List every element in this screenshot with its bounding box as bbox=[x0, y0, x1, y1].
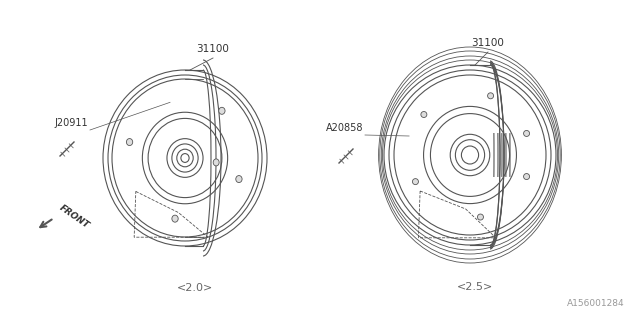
Ellipse shape bbox=[524, 173, 529, 180]
Ellipse shape bbox=[213, 159, 219, 166]
Text: A156001284: A156001284 bbox=[568, 299, 625, 308]
Ellipse shape bbox=[412, 179, 419, 185]
Ellipse shape bbox=[421, 111, 427, 117]
Text: FRONT: FRONT bbox=[58, 204, 92, 230]
Ellipse shape bbox=[219, 107, 225, 114]
Ellipse shape bbox=[477, 214, 483, 220]
Text: 31100: 31100 bbox=[472, 38, 504, 48]
Text: 31100: 31100 bbox=[196, 44, 229, 54]
Ellipse shape bbox=[127, 139, 132, 146]
Text: J20911: J20911 bbox=[54, 118, 88, 128]
Text: <2.5>: <2.5> bbox=[457, 282, 493, 292]
Text: A20858: A20858 bbox=[326, 123, 363, 133]
Text: <2.0>: <2.0> bbox=[177, 283, 213, 293]
Ellipse shape bbox=[172, 215, 178, 222]
Ellipse shape bbox=[524, 131, 529, 136]
Ellipse shape bbox=[236, 176, 242, 183]
Ellipse shape bbox=[488, 93, 493, 99]
